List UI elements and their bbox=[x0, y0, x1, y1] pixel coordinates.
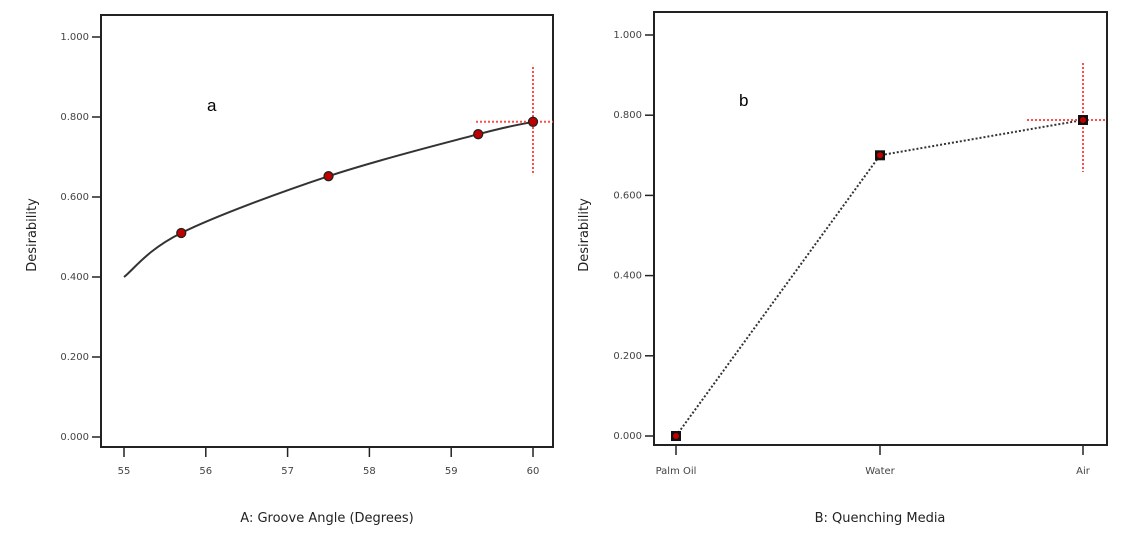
desirability-curve-a bbox=[123, 120, 534, 278]
panel-label-a: a bbox=[207, 96, 217, 115]
x-tick-label-b: Palm Oil bbox=[656, 466, 697, 477]
x-axis-label-a: A: Groove Angle (Degrees) bbox=[240, 511, 413, 526]
x-tick-label-a: 56 bbox=[199, 466, 212, 477]
x-axis-label-b: B: Quenching Media bbox=[815, 511, 946, 526]
chart-b: b Desirability B: Quenching Media 0.000 0… bbox=[577, 11, 1108, 526]
y-tick-label-b: 0.400 bbox=[613, 271, 642, 282]
y-tick-label-a: 0.400 bbox=[60, 272, 89, 283]
data-point-a bbox=[473, 129, 484, 140]
x-tick-label-a: 58 bbox=[363, 466, 376, 477]
plot-frame-a bbox=[100, 14, 554, 448]
x-tick-label-a: 59 bbox=[445, 466, 458, 477]
data-point-a bbox=[323, 171, 334, 182]
y-tick-label-a: 0.800 bbox=[60, 112, 89, 123]
y-tick-label-a: 0.200 bbox=[60, 352, 89, 363]
y-tick-label-a: 1.000 bbox=[60, 32, 89, 43]
x-tick-label-a: 60 bbox=[527, 466, 540, 477]
y-tick-label-b: 0.800 bbox=[613, 110, 642, 121]
data-point-b-core bbox=[1080, 117, 1086, 124]
data-point-a bbox=[527, 116, 539, 127]
x-tick-label-b: Water bbox=[865, 466, 895, 477]
y-tick-label-a: 0.600 bbox=[60, 192, 89, 203]
data-point-a bbox=[176, 227, 187, 239]
chart-a: a Desirability A: Groove Angle (Degrees)… bbox=[25, 14, 554, 526]
y-tick-label-b: 0.200 bbox=[613, 351, 642, 362]
x-tick-label-a: 55 bbox=[118, 466, 131, 477]
y-tick-label-a: 0.000 bbox=[60, 432, 89, 443]
desirability-line-b bbox=[675, 119, 1084, 437]
x-tick-label-a: 57 bbox=[281, 466, 294, 477]
y-axis-label-a: Desirability bbox=[25, 198, 40, 272]
plot-frame-b bbox=[653, 11, 1108, 446]
x-tick-label-b: Air bbox=[1076, 466, 1091, 477]
data-point-b-core bbox=[877, 152, 883, 159]
data-point-b-core bbox=[673, 433, 679, 439]
y-axis-label-b: Desirability bbox=[577, 198, 592, 272]
panel-label-b: b bbox=[739, 91, 748, 110]
y-tick-label-b: 0.000 bbox=[613, 431, 642, 442]
y-tick-label-b: 1.000 bbox=[613, 30, 642, 41]
y-tick-label-b: 0.600 bbox=[613, 190, 642, 201]
